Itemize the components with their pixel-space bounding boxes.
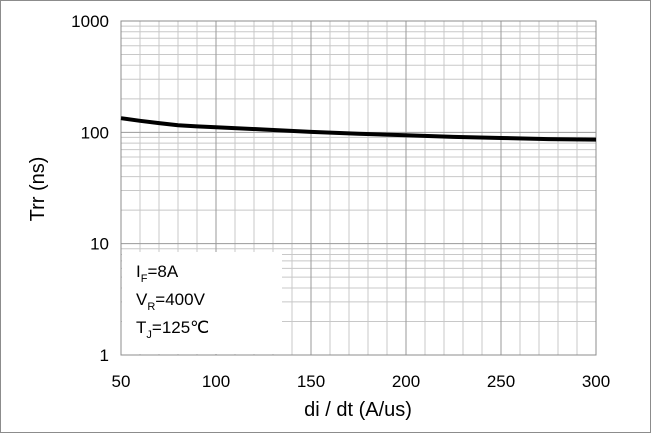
x-tick-label: 50 <box>112 372 131 391</box>
y-axis-label: Trr (ns) <box>27 157 49 222</box>
y-tick-labels: 1 10 100 1000 <box>71 12 109 365</box>
legend-background <box>122 252 282 354</box>
x-tick-label: 250 <box>487 372 515 391</box>
legend-line-if: IF=8A <box>136 262 179 285</box>
conditions-legend: IF=8A VR=400V TJ=125℃ <box>122 252 282 354</box>
series-line-1 <box>120 116 597 142</box>
x-axis-label: di / dt (A/us) <box>304 399 412 421</box>
y-tick-label: 1000 <box>71 12 109 31</box>
y-tick-label: 10 <box>90 235 109 254</box>
y-tick-label: 100 <box>81 123 109 142</box>
plot-area-border <box>120 20 597 356</box>
x-tick-label: 100 <box>202 372 230 391</box>
x-tick-label: 150 <box>297 372 325 391</box>
y-tick-label: 1 <box>100 346 109 365</box>
x-tick-labels: 50 100 150 200 250 300 <box>112 372 611 391</box>
series-layer <box>120 116 597 142</box>
legend-line-tj: TJ=125℃ <box>136 318 209 341</box>
x-tick-label: 200 <box>392 372 420 391</box>
x-tick-label: 300 <box>582 372 610 391</box>
legend-line-vr: VR=400V <box>136 290 206 313</box>
